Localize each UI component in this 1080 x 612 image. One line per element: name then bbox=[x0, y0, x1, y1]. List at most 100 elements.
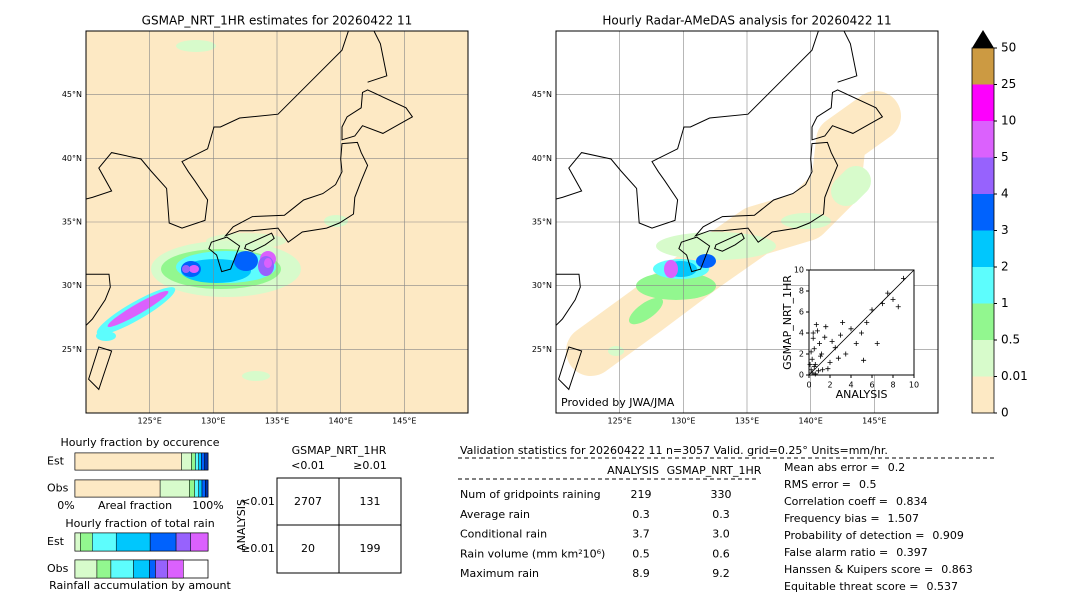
bar-segment bbox=[74, 532, 81, 552]
bar-segment bbox=[175, 532, 191, 552]
point bbox=[832, 345, 838, 351]
map-frame bbox=[555, 30, 939, 414]
color-swatch bbox=[972, 121, 994, 158]
stat-value: 219 bbox=[631, 488, 652, 501]
point bbox=[815, 368, 821, 374]
point bbox=[813, 322, 819, 328]
stat-value: 8.9 bbox=[632, 567, 650, 580]
column-label: ANALYSIS bbox=[607, 464, 659, 477]
bar-segment bbox=[190, 532, 209, 552]
map-frame bbox=[85, 30, 469, 414]
score-value: 0.397 bbox=[896, 546, 928, 559]
colorbar-label: 10 bbox=[1001, 114, 1016, 128]
y-tick-label: 2 bbox=[799, 350, 804, 359]
score: Mean abs error = 0.2 bbox=[784, 461, 905, 474]
score-label: Hanssen & Kuipers score = bbox=[784, 563, 933, 576]
point bbox=[869, 307, 875, 313]
bar-segment bbox=[201, 452, 205, 471]
colorbar: 0 0.01 0.5 1 2 3 4 5 10 25 50 bbox=[971, 30, 1028, 420]
stat-label: Num of gridpoints raining bbox=[460, 488, 601, 501]
point bbox=[818, 353, 824, 359]
point bbox=[843, 351, 849, 357]
lon-label: 135°E bbox=[735, 417, 759, 426]
row-label: Obs bbox=[47, 482, 69, 495]
diagonal bbox=[808, 269, 915, 376]
stat-value: 0.3 bbox=[632, 508, 650, 521]
x-tick-label: 0 bbox=[806, 381, 811, 390]
point bbox=[853, 341, 859, 346]
bar-segment bbox=[189, 479, 195, 498]
colorbar-label: 25 bbox=[1001, 77, 1016, 91]
stat-value: 0.3 bbox=[712, 508, 730, 521]
row-title: ANALYSIS bbox=[235, 499, 248, 551]
point bbox=[810, 335, 816, 341]
lon-label: 125°E bbox=[138, 417, 162, 426]
point bbox=[861, 357, 867, 363]
point bbox=[890, 296, 896, 302]
column-label: ≥0.01 bbox=[353, 459, 387, 472]
x-axis-label: ANALYSIS bbox=[836, 388, 888, 401]
colorbar-label: 4 bbox=[1001, 187, 1009, 201]
bar-segment bbox=[133, 559, 150, 579]
colorbar-label: 0.01 bbox=[1001, 369, 1028, 383]
fraction-bars: Hourly fraction by occurence Est Obs 0% Area… bbox=[47, 436, 232, 592]
score-value: 0.5 bbox=[859, 478, 877, 491]
score-label: Correlation coeff = bbox=[784, 495, 888, 508]
point bbox=[901, 275, 906, 281]
lon-label: 140°E bbox=[329, 417, 353, 426]
column-label: <0.01 bbox=[291, 459, 325, 472]
cell: 2707 bbox=[294, 495, 322, 508]
bar-segment bbox=[194, 479, 199, 498]
color-swatch bbox=[972, 340, 994, 377]
color-swatch bbox=[972, 303, 994, 340]
color-swatch bbox=[972, 267, 994, 304]
validation-stats: Validation statistics for 20260422 11 n=… bbox=[458, 444, 996, 593]
point bbox=[808, 349, 814, 355]
score-label: Equitable threat score = bbox=[784, 580, 918, 593]
bar-segment bbox=[195, 452, 199, 471]
y-tick-label: 10 bbox=[794, 266, 804, 275]
row-label: Est bbox=[47, 455, 65, 468]
cell: 20 bbox=[301, 542, 315, 555]
lat-label: 35°N bbox=[532, 218, 552, 227]
score-value: 1.507 bbox=[888, 512, 920, 525]
axis-label: 100% bbox=[192, 499, 223, 512]
point bbox=[808, 367, 814, 373]
x-tick-label: 10 bbox=[909, 381, 919, 390]
color-swatch bbox=[972, 84, 994, 121]
bar-segment bbox=[149, 532, 177, 552]
map-title: Hourly Radar-AMeDAS analysis for 2026042… bbox=[602, 14, 891, 28]
score: Hanssen & Kuipers score = 0.863 bbox=[784, 563, 973, 576]
point bbox=[848, 326, 854, 332]
point bbox=[829, 338, 835, 344]
point bbox=[840, 320, 846, 325]
lon-label: 130°E bbox=[201, 417, 225, 426]
lat-label: 35°N bbox=[62, 218, 82, 227]
lat-label: 45°N bbox=[62, 90, 82, 99]
x-tick-label: 4 bbox=[848, 381, 853, 390]
x-tick-label: 8 bbox=[890, 381, 895, 390]
row-label: Est bbox=[47, 535, 65, 548]
stat-label: Rain volume (mm km²10⁶) bbox=[460, 547, 605, 560]
point bbox=[819, 351, 825, 357]
point bbox=[807, 362, 813, 367]
column-label: GSMAP_NRT_1HR bbox=[667, 464, 762, 477]
bar-segment bbox=[201, 479, 206, 498]
bar-segment bbox=[110, 559, 134, 579]
score-value: 0.2 bbox=[888, 461, 906, 474]
score: Correlation coeff = 0.834 bbox=[784, 495, 928, 508]
row-label: ≥0.01 bbox=[241, 542, 275, 555]
scatter: 0 2 4 6 8 10 0 2 4 6 8 10 ANALYSIS GSMAP_NRT_1HR bbox=[781, 266, 919, 402]
bar-segment bbox=[167, 559, 184, 579]
point bbox=[810, 330, 816, 336]
score: Frequency bias = 1.507 bbox=[784, 512, 919, 525]
colorbar-label: 0.5 bbox=[1001, 333, 1020, 347]
credit: Provided by JWA/JMA bbox=[561, 396, 675, 409]
lat-label: 45°N bbox=[532, 90, 552, 99]
point bbox=[811, 346, 817, 352]
stat-label: Average rain bbox=[460, 508, 530, 521]
bar-segment bbox=[74, 452, 182, 471]
color-swatch bbox=[972, 230, 994, 267]
colorbar-label: 0 bbox=[1001, 406, 1009, 420]
